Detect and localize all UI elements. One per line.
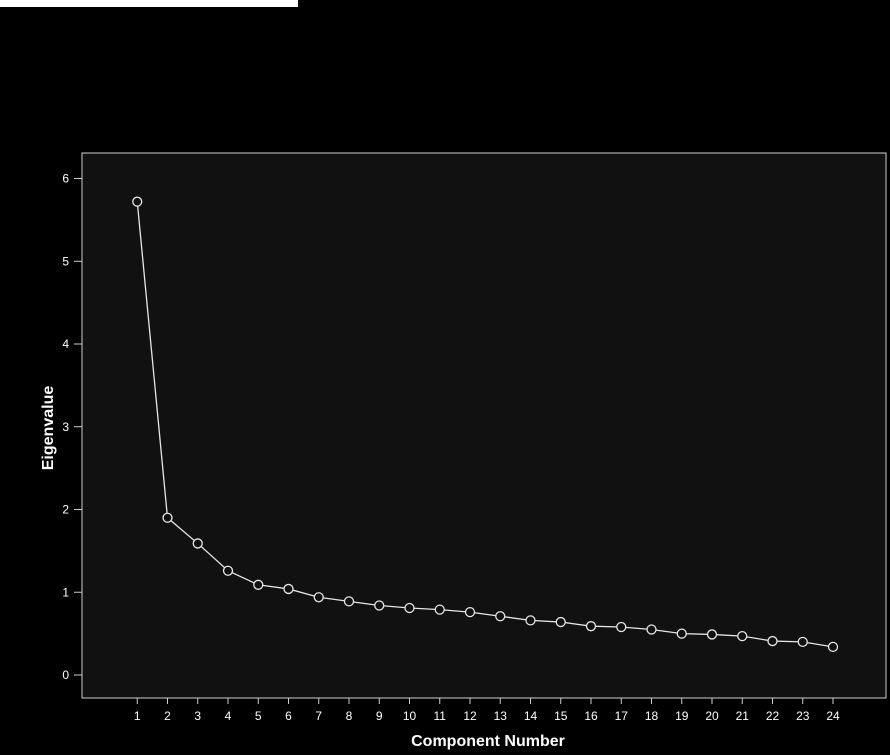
data-point — [434, 604, 445, 615]
x-tick-label: 24 — [826, 709, 840, 723]
data-point — [222, 565, 234, 576]
x-tick-label: 7 — [315, 709, 322, 723]
x-tick-label: 19 — [675, 709, 689, 723]
x-tick-label: 21 — [736, 709, 750, 723]
x-tick-label: 1 — [134, 709, 141, 723]
y-tick-label: 4 — [62, 337, 69, 351]
data-point — [313, 592, 324, 603]
y-tick-label: 2 — [62, 503, 69, 517]
y-axis: 0 1 2 3 4 5 6 — [62, 172, 82, 682]
x-tick-label: 3 — [194, 709, 201, 723]
data-point — [343, 596, 355, 607]
y-tick-label: 3 — [62, 420, 69, 434]
data-point — [132, 196, 143, 207]
x-tick-label: 22 — [766, 709, 780, 723]
data-point — [464, 606, 476, 618]
y-tick-label: 5 — [62, 254, 69, 268]
plot-area — [81, 152, 887, 699]
x-tick-label: 10 — [403, 709, 417, 723]
y-tick-label: 1 — [62, 585, 69, 599]
x-tick-label: 16 — [584, 709, 598, 723]
x-tick-label: 17 — [615, 709, 629, 723]
x-tick-label: 6 — [285, 709, 292, 723]
data-point — [374, 600, 385, 611]
x-tick-label: 4 — [225, 709, 232, 723]
x-tick-label: 13 — [494, 709, 508, 723]
data-point — [585, 621, 597, 632]
data-point — [797, 636, 808, 648]
x-tick-label: 2 — [164, 709, 171, 723]
data-point — [676, 628, 687, 639]
data-point — [283, 583, 294, 595]
y-tick-label: 6 — [62, 172, 69, 186]
x-tick-label: 9 — [376, 709, 383, 723]
data-point — [827, 641, 839, 653]
x-tick-label: 15 — [554, 709, 568, 723]
data-point — [555, 616, 566, 628]
data-point — [616, 621, 627, 633]
x-tick-label: 8 — [346, 709, 353, 723]
x-tick-label: 14 — [524, 709, 538, 723]
x-axis: 1 2 3 4 5 6 7 8 9 10 11 12 13 14 15 16 17 18 19 20 21 22 23 24 — [134, 698, 840, 723]
data-point — [404, 602, 415, 614]
x-tick-label: 5 — [255, 709, 262, 723]
data-point — [767, 635, 778, 647]
top-white-strip — [0, 0, 298, 7]
data-point — [253, 579, 264, 590]
data-point — [192, 538, 203, 549]
x-tick-label: 23 — [796, 709, 810, 723]
series-layer — [132, 196, 839, 653]
data-point — [706, 629, 718, 640]
data-point — [525, 615, 536, 626]
y-axis-title: Eigenvalue — [40, 386, 57, 471]
data-point — [737, 630, 748, 642]
x-tick-label: 20 — [705, 709, 719, 723]
data-point — [495, 611, 506, 622]
y-tick-label: 0 — [62, 668, 69, 682]
data-point — [162, 512, 173, 523]
x-tick-label: 18 — [645, 709, 659, 723]
x-tick-label: 12 — [463, 709, 477, 723]
x-axis-title: Component Number — [411, 733, 565, 750]
x-tick-label: 11 — [434, 709, 447, 723]
data-point — [646, 624, 657, 635]
